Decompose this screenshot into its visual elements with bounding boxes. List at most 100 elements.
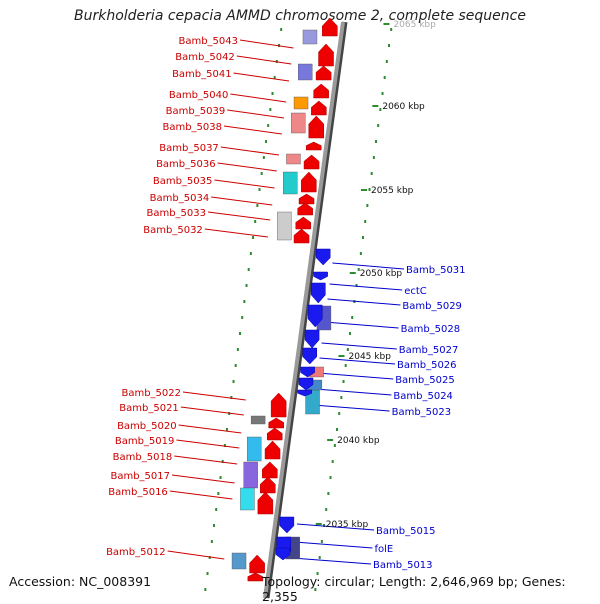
gene-features [231,17,338,582]
reverse-gene-arrow [297,389,313,397]
forward-gene-label: Bamb_5033 [146,208,206,219]
label-connector [321,342,397,350]
reverse-gene-label: Bamb_5025 [395,375,455,386]
forward-gene-label: Bamb_5037 [159,143,219,154]
label-connector [239,39,294,49]
tick-dot [359,252,362,255]
label-connector [315,388,392,396]
tick-dot [252,236,255,239]
label-connector [214,179,275,189]
scale-labels: 2065 kbp 2060 kbp 2055 kbp 2050 kbp 2045 kbp… [315,20,436,530]
tick-dot [234,364,237,367]
backbone [263,21,345,599]
scale-label: 2045 kbp [349,352,392,362]
forward-gene-arrow [318,43,334,67]
reverse-gene-arrow [279,516,295,534]
tick-dot [256,204,259,207]
tick-dot [265,140,268,143]
forward-gene-arrow [308,115,325,139]
forward-gene-arrow [266,427,283,441]
reverse-gene-label: Bamb_5026 [397,360,457,371]
map-title: Burkholderia cepacia AMMD chromosome 2, … [74,8,526,24]
reverse-gene-label: Bamb_5027 [399,345,459,356]
scale-label: 2035 kbp [326,520,369,530]
tick-dot [370,172,373,175]
label-connector [319,357,396,365]
label-connector [332,262,405,270]
tick-dot [320,540,323,543]
tick-dot [206,572,209,575]
tick-dot [258,188,261,191]
tick-dot [254,220,257,223]
reverse-gene-arrow [304,329,320,349]
forward-gene-label: Bamb_5019 [115,436,175,447]
tick-dot [236,348,239,351]
label-connector [317,372,394,380]
scale-label: 2040 kbp [337,436,380,446]
label-connector [167,550,225,560]
reverse-gene-label: Bamb_5013 [373,560,433,571]
tick-dot [325,508,328,511]
forward-gene-arrow [260,476,276,494]
tick-dot [221,460,224,463]
label-connector [327,298,401,306]
reverse-gene-label: Bamb_5029 [402,301,462,312]
scale-label: 2060 kbp [382,102,425,112]
gene-box [250,415,266,425]
label-connector [217,162,277,172]
label-connector [236,55,292,65]
label-connector [227,109,285,119]
tick-dot [204,588,207,591]
forward-gene-label: Bamb_5012 [106,547,166,558]
tick-dot [375,140,378,143]
tick-dot [364,220,367,223]
tick-dot [344,364,347,367]
forward-gene-arrow [257,491,274,515]
gene-box [298,63,313,81]
gene-box [283,171,298,195]
label-connectors [167,39,405,565]
forward-gene-arrow [262,461,278,479]
label-connector [313,404,390,412]
tick-dot [381,92,384,95]
forward-gene-arrow [322,17,338,37]
forward-gene-label: Bamb_5021 [119,403,179,414]
label-connector [233,72,290,82]
forward-gene-arrow [315,65,332,81]
tick-dot [388,44,391,47]
gene-box [291,112,306,134]
tick-dot [385,60,388,63]
label-connector [180,406,244,416]
tick-dot [267,124,270,127]
tick-dot [245,284,248,287]
forward-gene-arrow [313,83,329,99]
reverse-gene-arrow [311,282,326,304]
tick-dot [232,380,235,383]
forward-gene-label: Bamb_5039 [166,106,226,117]
tick-dot [239,332,242,335]
reverse-gene-label: Bamb_5023 [392,407,452,418]
forward-gene-label: Bamb_5020 [117,421,177,432]
forward-gene-label: Bamb_5032 [143,225,203,236]
tick-dot [260,172,263,175]
reverse-gene-arrow [300,366,315,378]
reverse-gene-label: Bamb_5031 [406,265,466,276]
tick-dot [271,92,274,95]
tick-dot [379,108,382,111]
tick-dot [351,316,354,319]
label-connector [296,523,375,531]
forward-gene-arrow [247,572,264,582]
tick-dot [249,252,252,255]
tick-dot [241,316,244,319]
forward-gene-arrow [301,171,317,193]
tick-dot [331,460,334,463]
forward-gene-arrow [268,417,284,429]
tick-dot [318,556,321,559]
tick-dot [210,540,213,543]
gene-box [293,96,309,110]
tick-dot [372,156,375,159]
forward-gene-arrow [305,141,322,151]
reverse-gene-label: Bamb_5015 [376,526,436,537]
forward-gene-label: Bamb_5038 [162,122,222,133]
